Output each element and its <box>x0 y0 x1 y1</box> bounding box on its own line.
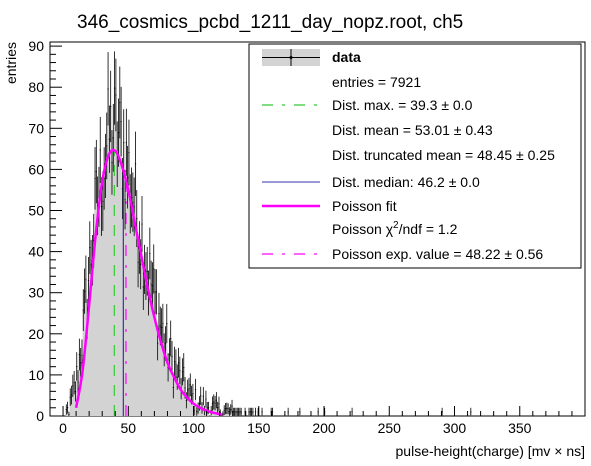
y-tick-label: 40 <box>28 244 44 260</box>
legend-poisson-chi2-prefix: Poisson χ <box>332 221 394 237</box>
y-tick-label: 0 <box>36 408 44 424</box>
marker-lines <box>113 151 127 416</box>
legend-poisson-exp: Poisson exp. value = 48.22 ± 0.56 <box>332 246 543 262</box>
legend-poisson-chi2-suffix: /ndf = 1.2 <box>399 221 458 237</box>
legend-data-marker <box>289 56 293 59</box>
x-tick-label: 100 <box>182 420 206 436</box>
x-tick-label: 300 <box>443 420 467 436</box>
y-axis: 0 10 20 30 40 50 60 70 80 90 <box>28 38 62 424</box>
x-axis-label: pulse-height(charge) [mv × ns] <box>396 443 585 459</box>
legend: data entries = 7921 Dist. max. = 39.3 ± … <box>248 43 582 269</box>
histogram-area <box>63 88 586 417</box>
histogram <box>63 51 586 417</box>
x-tick-label: 350 <box>508 420 532 436</box>
x-axis: 0 50 100 150 200 250 300 350 <box>49 406 586 436</box>
y-tick-label: 30 <box>28 285 44 301</box>
legend-dist-mean: Dist. mean = 53.01 ± 0.43 <box>332 122 493 138</box>
legend-dist-max: Dist. max. = 39.3 ± 0.0 <box>332 97 473 113</box>
y-tick-label: 10 <box>28 367 44 383</box>
y-tick-label: 50 <box>28 203 44 219</box>
legend-poisson-chi2-sup: 2 <box>393 220 399 231</box>
y-tick-label: 80 <box>28 79 44 95</box>
x-tick-label: 200 <box>312 420 336 436</box>
chart-title: 346_cosmics_pcbd_1211_day_nopz.root, ch5 <box>77 12 463 33</box>
y-tick-label: 70 <box>28 120 44 136</box>
legend-entries: entries = 7921 <box>332 74 421 90</box>
x-tick-label: 150 <box>247 420 271 436</box>
y-tick-label: 20 <box>28 326 44 342</box>
legend-box <box>248 43 582 269</box>
x-tick-label: 250 <box>378 420 402 436</box>
legend-poisson-fit: Poisson fit <box>332 198 397 214</box>
y-tick-label: 90 <box>28 38 44 54</box>
legend-data-label: data <box>332 49 361 65</box>
x-tick-label: 0 <box>59 420 67 436</box>
legend-poisson-chi2: Poisson χ2/ndf = 1.2 <box>332 220 458 237</box>
x-tick-label: 50 <box>121 420 137 436</box>
y-axis-label: entries <box>3 42 19 84</box>
legend-dist-truncated-mean: Dist. truncated mean = 48.45 ± 0.25 <box>332 147 555 163</box>
y-tick-label: 60 <box>28 161 44 177</box>
legend-dist-median: Dist. median: 46.2 ± 0.0 <box>332 174 480 190</box>
poisson-fit-curve <box>74 148 223 416</box>
